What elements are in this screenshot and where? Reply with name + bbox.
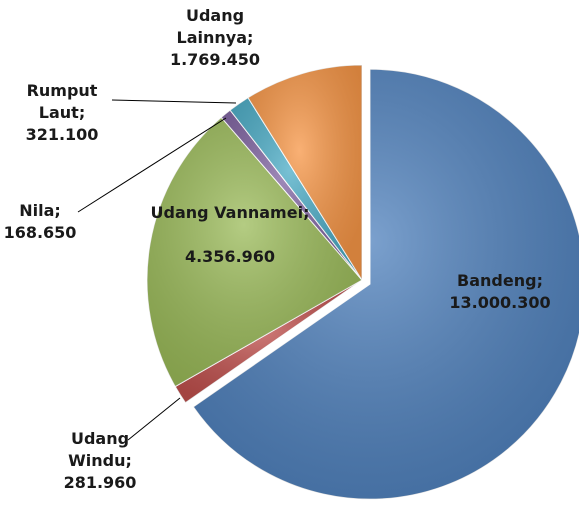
data-label-category: Rumput Laut; <box>26 81 98 122</box>
data-label-category: Bandeng; <box>457 271 543 290</box>
data-label-value: 168.650 <box>3 223 77 242</box>
data-label-category: Nila; <box>19 201 61 220</box>
data-label-value: 1.769.450 <box>169 50 261 69</box>
data-label-value: 13.000.300 <box>449 293 551 312</box>
leader-line <box>77 117 227 213</box>
data-label-value: 4.356.960 <box>184 247 276 266</box>
data-label-value: 321.100 <box>25 125 99 144</box>
data-label-value: 281.960 <box>63 473 137 492</box>
data-label-category: Udang Vannamei; <box>150 203 310 222</box>
leader-line <box>111 99 237 104</box>
data-label-category: Udang Windu; <box>68 429 132 470</box>
leader-line <box>127 397 181 441</box>
data-label-category: Udang Lainnya; <box>176 6 254 47</box>
